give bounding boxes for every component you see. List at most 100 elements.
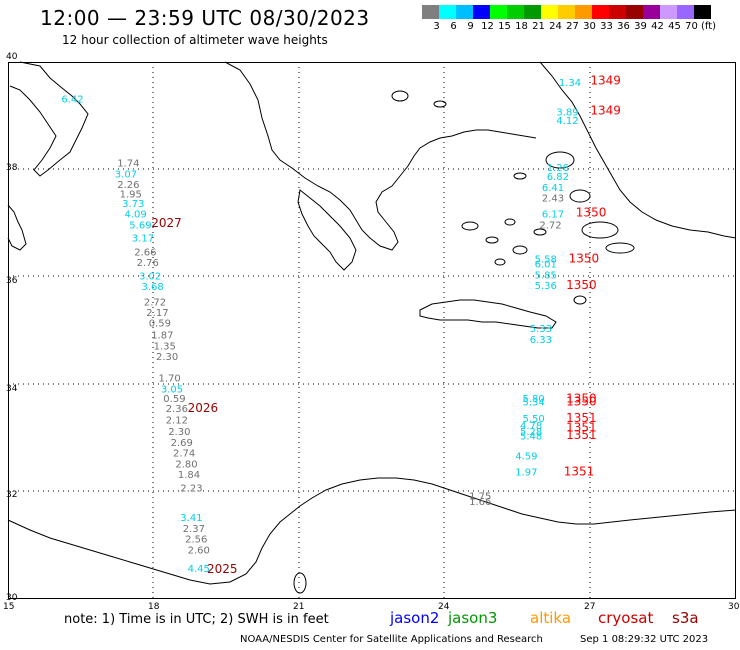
wave-height-label: 5.28 [520,427,542,438]
legend-swatch [422,5,439,19]
coast-crete [419,299,557,329]
pass-time-label: 1351 [566,421,597,435]
island [504,218,516,226]
wave-height-label: 2.26 [117,180,139,191]
lon-label-24: 24 [438,602,450,612]
wave-height-label: 2.23 [180,484,202,495]
legend-tick-label: 18 [515,21,528,32]
wave-height-label: 1.26 [547,163,569,174]
map-subtitle: 12 hour collection of altimeter wave hei… [62,33,328,47]
wave-height-label: 5.50 [523,414,545,425]
map-frame [8,62,736,599]
lon-label-27: 27 [584,602,596,612]
wave-height-label: 2.30 [156,352,178,363]
legend-tick-label: 33 [600,21,613,32]
legend-tick-label: 21 [532,21,545,32]
wave-height-label: 6.82 [547,172,569,183]
wave-height-label: 2.80 [175,459,197,470]
lon-label-18: 18 [148,602,160,612]
pass-time-label: 1349 [590,74,621,88]
legend-swatch [609,5,626,19]
legend-tick-label: 24 [549,21,562,32]
wave-height-label: 2.72 [144,297,166,308]
wave-height-label: 2.30 [168,427,190,438]
island [581,221,619,239]
wave-height-label: 2.43 [542,194,564,205]
legend-swatch [575,5,592,19]
legend-tick-label: 27 [566,21,579,32]
island [293,572,307,594]
wave-height-label: 6.01 [535,260,557,271]
pass-time-label: 1350 [576,206,607,220]
legend-tick-label: 36 [617,21,630,32]
legend-tick-label: 12 [481,21,494,32]
footer-note: note: 1) Time is in UTC; 2) SWH is in fe… [64,612,329,627]
legend-swatch [626,5,643,19]
wave-height-label: 2.66 [134,247,156,258]
wave-height-label: 2.74 [173,449,195,460]
island [494,258,506,266]
legend-tick-label: 6 [450,21,457,32]
legend-tick-label: 15 [498,21,511,32]
legend-sat-jason3: jason3 [448,609,498,627]
coast-peloponnese [297,189,357,271]
wave-height-label: 4.12 [556,116,578,127]
graticule [8,62,736,599]
island [513,172,527,180]
legend-tick-label: 39 [634,21,647,32]
generated-timestamp: Sep 1 08:29:32 UTC 2023 [580,634,709,645]
wave-height-label: 1.95 [120,189,142,200]
wave-height-label: 2.76 [137,258,159,269]
pass-time-label: 2025 [207,562,238,576]
wave-height-label: 1.87 [151,331,173,342]
pass-time-label: 1349 [590,104,621,118]
wave-height-label: 2.56 [185,535,207,546]
pass-time-label: 1351 [566,411,597,425]
legend-swatch [439,5,456,19]
wave-height-label: 1.97 [515,468,537,479]
wave-height-label: 0.59 [163,394,185,405]
wave-height-label: 6.33 [530,335,552,346]
wave-height-label: 6.42 [61,94,83,105]
legend-swatch [660,5,677,19]
color-legend [422,5,711,19]
wave-height-label: 4.09 [125,210,147,221]
wave-height-label: 2.72 [539,221,561,232]
wave-height-label: 5.36 [535,281,557,292]
wave-height-label: 2.69 [171,438,193,449]
wave-height-label: 6.41 [542,183,564,194]
wave-height-label: 1.66 [469,497,491,508]
wave-height-label: 2.60 [188,545,210,556]
wave-height-label: 5.34 [523,398,545,409]
wave-height-label: 1.35 [154,341,176,352]
wave-height-label: 3.07 [115,170,137,181]
wave-height-label: 5.85 [535,270,557,281]
wave-height-label: 2.36 [166,404,188,415]
island [512,245,528,255]
coast-albania-greece [224,61,537,251]
coastline [7,61,737,585]
pass-time-label: 1350 [566,392,597,406]
wave-height-label: 1.70 [159,374,181,385]
legend-tick-label: 3 [433,21,440,32]
pass-time-label: 1350 [566,278,597,292]
wave-height-label: 1.75 [469,492,491,503]
island [433,100,447,108]
island [573,295,587,305]
wave-height-label: 5.58 [535,254,557,265]
map-title: 12:00 — 23:59 UTC 08/30/2023 [40,6,370,30]
legend-swatch [541,5,558,19]
legend-swatch [473,5,490,19]
wave-height-label: 2.37 [183,524,205,535]
coast-sicily [7,204,27,251]
lat-label-32: 32 [6,490,18,500]
pass-time-label: 1351 [566,428,597,442]
island [533,228,547,236]
lat-label-38: 38 [6,163,18,173]
lat-label-34: 34 [6,384,18,394]
island [391,90,409,102]
lat-label-30: 30 [6,593,18,603]
wave-height-label: 5.33 [530,324,552,335]
lon-label-30: 30 [728,602,740,612]
